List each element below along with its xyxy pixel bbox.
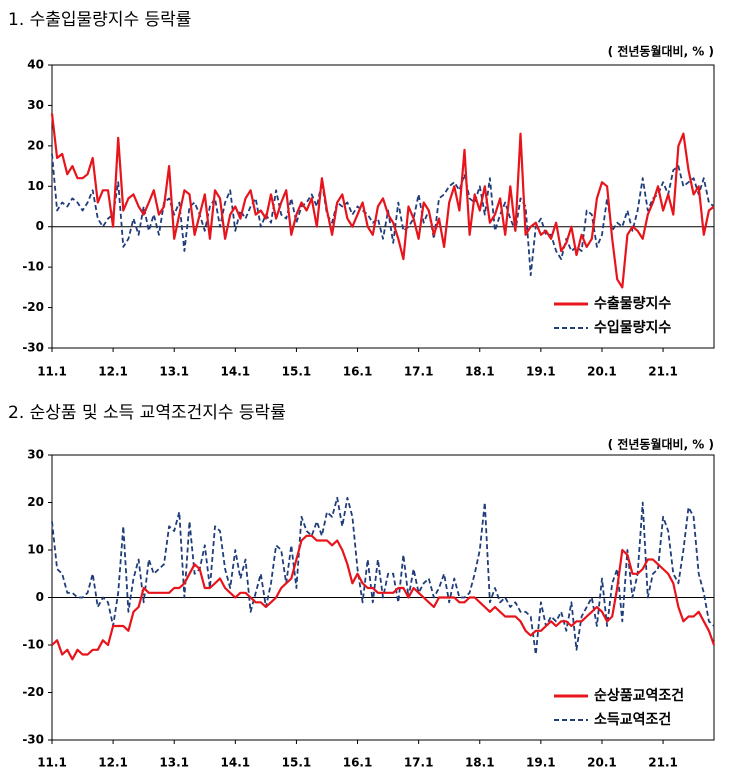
series-line (51, 496, 715, 656)
x-tick-label: 21.1 (648, 365, 678, 379)
x-tick-label: 17.1 (404, 365, 434, 379)
y-tick-label: 30 (27, 98, 44, 112)
y-tick-label: -20 (22, 685, 44, 699)
chart-title: 2. 순상품 및 소득 교역조건지수 등락률 (8, 403, 286, 423)
series-line (50, 113, 715, 289)
y-tick-label: -10 (22, 260, 44, 274)
x-tick-label: 14.1 (221, 756, 251, 770)
y-tick-label: -30 (22, 341, 44, 355)
y-tick-label: 30 (27, 448, 44, 462)
y-tick-label: 20 (27, 138, 44, 152)
legend-box (548, 682, 708, 734)
x-tick-label: 15.1 (282, 365, 312, 379)
unit-label: ( 전년동월대비, % ) (608, 437, 714, 452)
x-tick-label: 18.1 (465, 365, 495, 379)
x-tick-label: 14.1 (221, 365, 251, 379)
y-tick-label: 10 (27, 543, 44, 557)
y-tick-label: 20 (27, 495, 44, 509)
legend-label: 수출물량지수 (594, 295, 671, 312)
y-tick-label: 0 (36, 590, 44, 604)
x-tick-label: 19.1 (526, 365, 556, 379)
x-tick-label: 16.1 (343, 365, 373, 379)
legend-label: 순상품교역조건 (594, 687, 684, 704)
x-tick-label: 12.1 (98, 365, 128, 379)
x-tick-label: 19.1 (526, 756, 556, 770)
x-tick-label: 13.1 (159, 365, 189, 379)
x-tick-label: 17.1 (404, 756, 434, 770)
y-tick-label: 10 (27, 179, 44, 193)
y-tick-label: -10 (22, 638, 44, 652)
legend-box (548, 290, 708, 342)
y-tick-label: 0 (36, 219, 44, 233)
x-tick-label: 20.1 (587, 756, 617, 770)
series-line (51, 534, 716, 661)
unit-label: ( 전년동월대비, % ) (608, 44, 714, 59)
y-tick-label: -20 (22, 300, 44, 314)
chart-title: 1. 수출입물량지수 등락률 (8, 10, 191, 30)
x-tick-label: 11.1 (37, 365, 67, 379)
legend-label: 소득교역조건 (594, 711, 671, 728)
y-tick-label: -30 (22, 733, 44, 747)
legend-label: 수입물량지수 (594, 320, 671, 336)
x-tick-label: 18.1 (465, 756, 495, 770)
x-tick-label: 15.1 (282, 756, 312, 770)
x-tick-label: 21.1 (648, 756, 678, 770)
x-tick-label: 13.1 (159, 756, 189, 770)
y-tick-label: 40 (27, 58, 44, 72)
x-tick-label: 11.1 (37, 756, 67, 770)
x-tick-label: 20.1 (587, 365, 617, 379)
x-tick-label: 12.1 (98, 756, 128, 770)
series-line (51, 153, 715, 277)
x-tick-label: 16.1 (343, 756, 373, 770)
